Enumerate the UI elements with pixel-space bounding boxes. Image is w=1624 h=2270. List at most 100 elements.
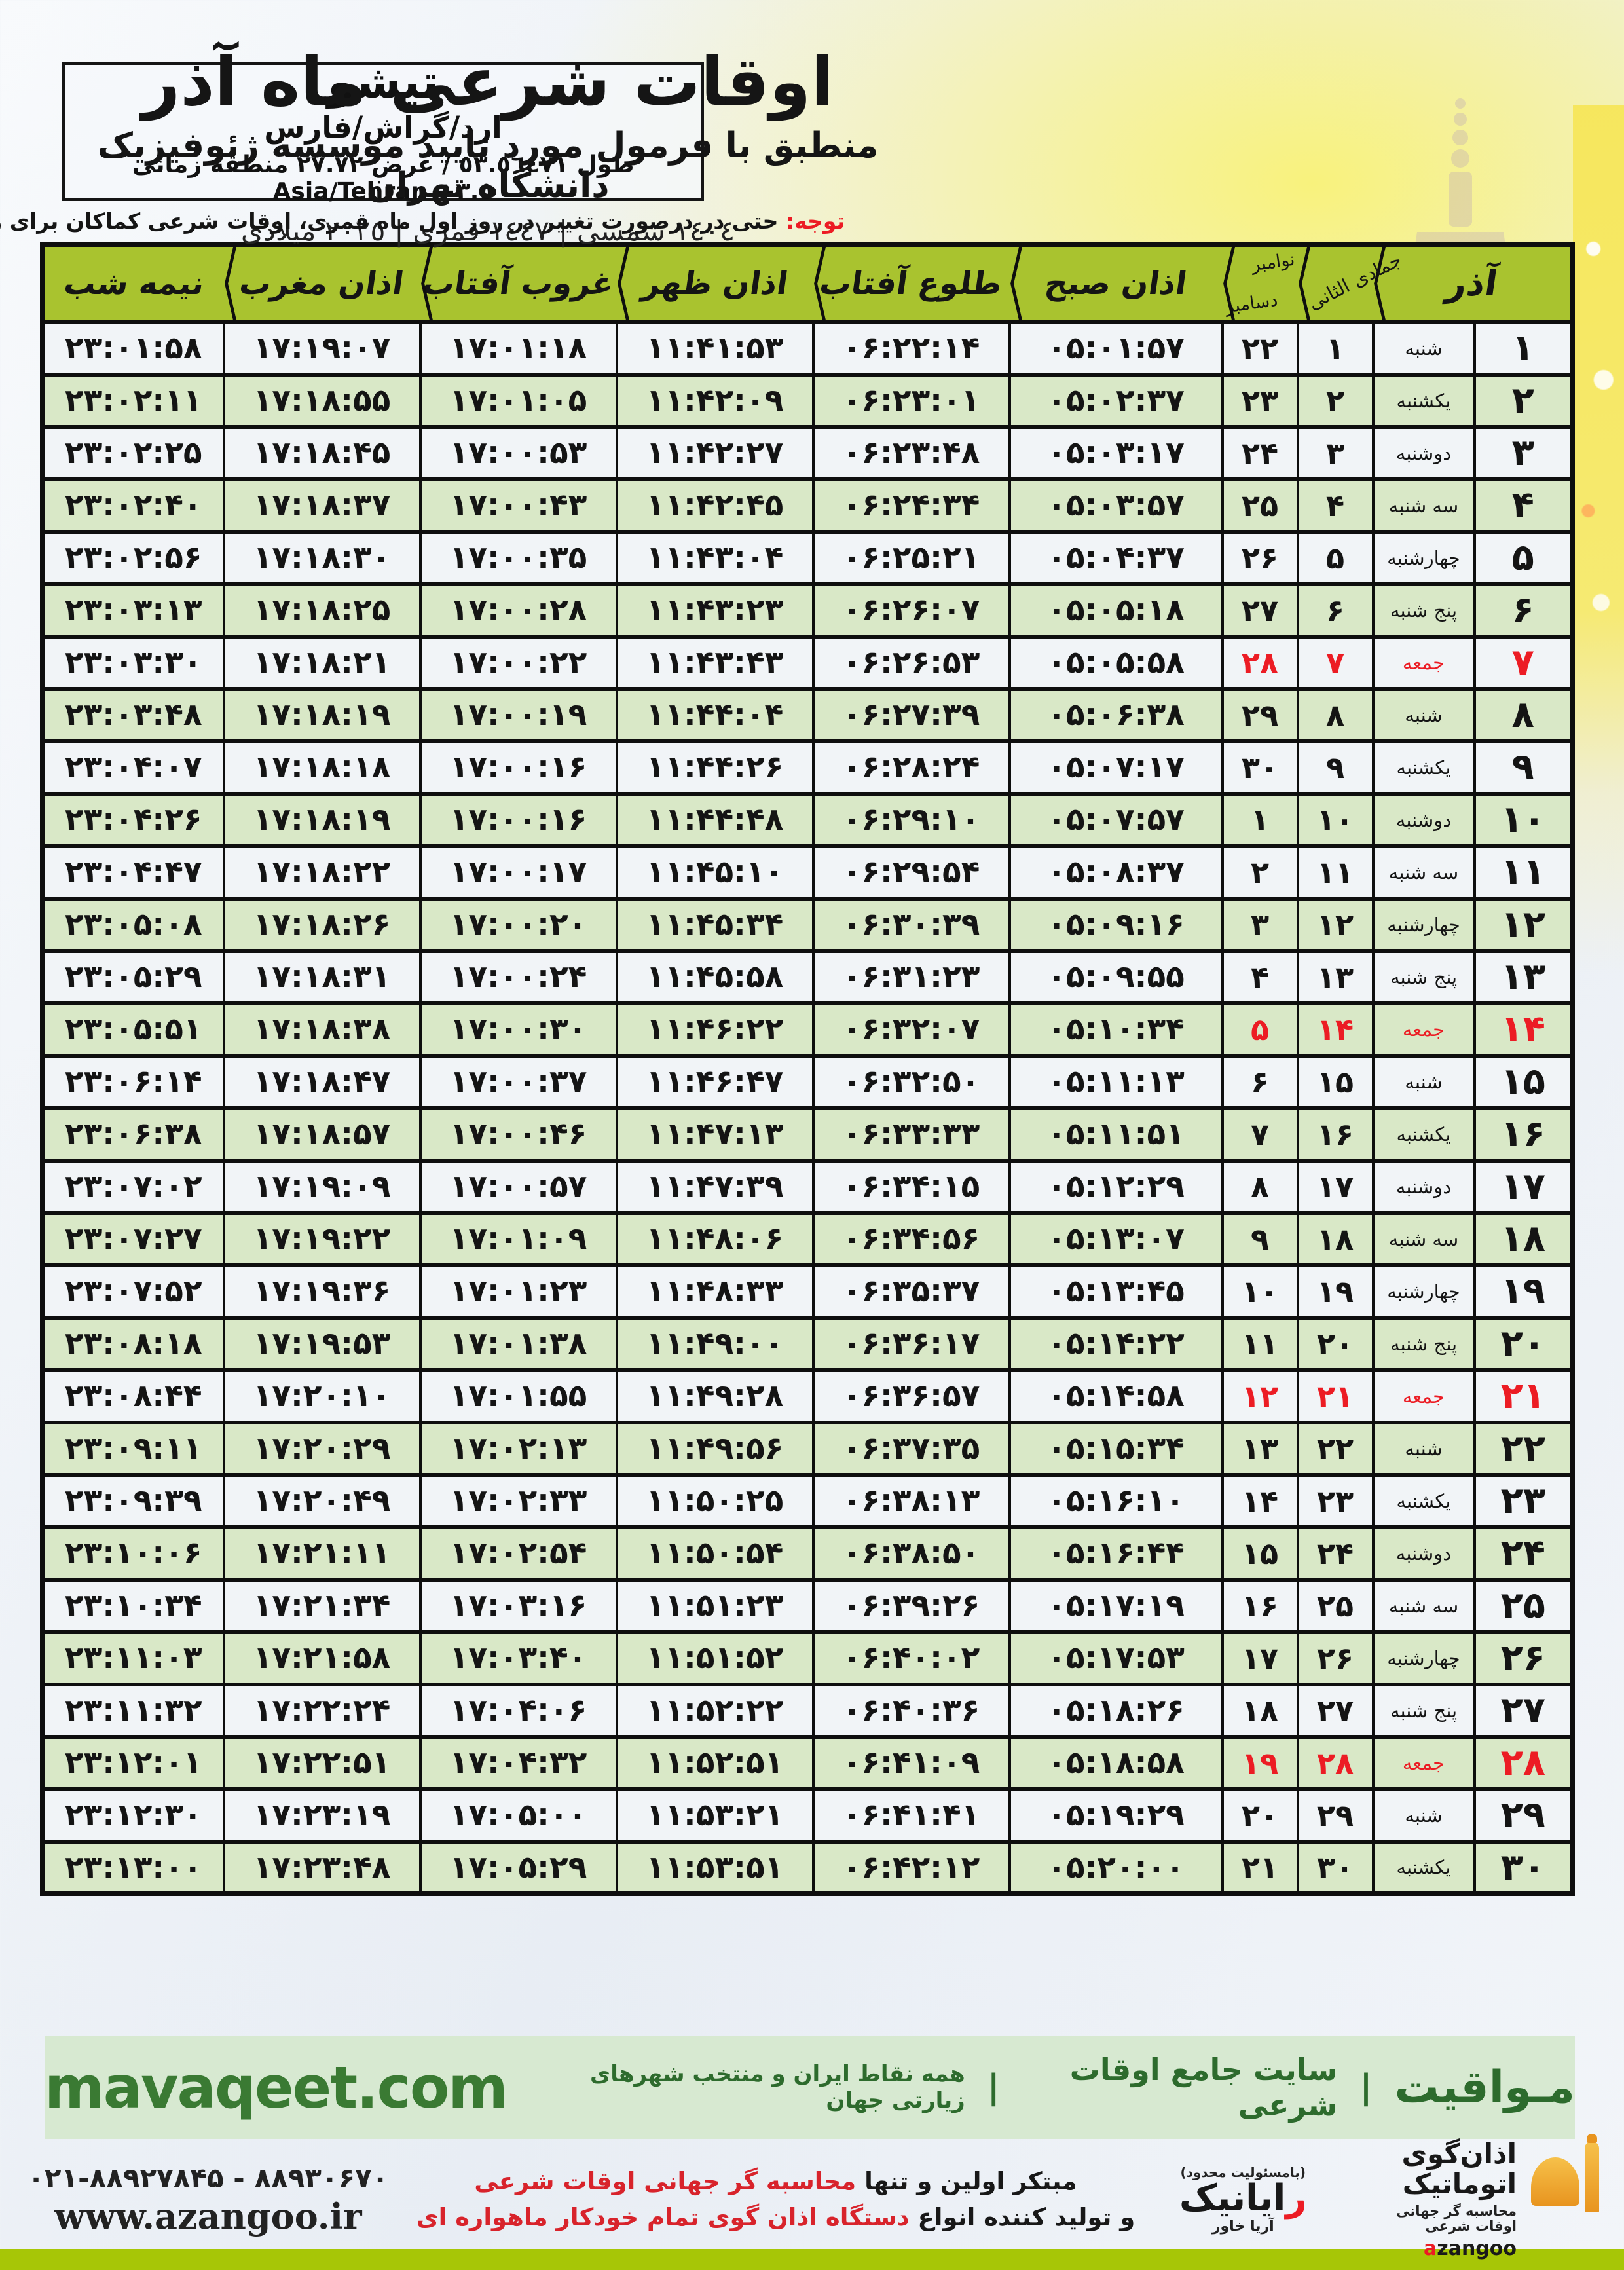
table-row: ۲۲ شنبه ۲۲ ۱۳ ۰۵:۱۵:۳۴ ۰۶:۳۷:۳۵ ۱۱:۴۹:۵۶… [41,1422,1574,1475]
header-dhuhr-adhan: اذان ظهر [616,244,813,322]
lunar-day-cell: ۱۷ [1296,1160,1375,1213]
dhuhr-time-cell: ۱۱:۴۵:۱۰ [615,846,815,899]
notice-line: توجه: حتی در درصورت تغییر در روز اول ماه… [0,208,845,234]
azar-day-cell: ۱ [1473,322,1574,375]
dhuhr-time-cell: ۱۱:۵۱:۲۳ [615,1579,815,1632]
table-row: ۲۵ سه شنبه ۲۵ ۱۶ ۰۵:۱۷:۱۹ ۰۶:۳۹:۲۶ ۱۱:۵۱… [41,1579,1574,1632]
fajr-time-cell: ۰۵:۱۷:۵۳ [1008,1631,1224,1684]
weekday-cell: یکشنبه [1371,1841,1476,1894]
sunrise-time-cell: ۰۶:۳۵:۳۷ [811,1265,1011,1318]
azar-day-cell: ۲ [1473,374,1574,427]
weekday-cell: شنبه [1371,322,1476,375]
rayanik-brand: رایانیک [1179,2176,1307,2220]
maghrib-time-cell: ۱۷:۱۸:۳۸ [222,1003,422,1056]
lunar-day-cell: ۲۳ [1296,1474,1375,1527]
weekday-cell: چهارشنبه [1371,1631,1476,1684]
maghrib-time-cell: ۱۷:۱۸:۱۸ [222,741,422,794]
fajr-time-cell: ۰۵:۰۷:۵۷ [1008,793,1224,846]
gregorian-day-cell: ۱۵ [1221,1527,1299,1580]
weekday-cell: چهارشنبه [1371,1265,1476,1318]
maghrib-time-cell: ۱۷:۲۱:۳۴ [222,1579,422,1632]
midnight-time-cell: ۲۳:۱۲:۳۰ [41,1789,225,1842]
azar-day-cell: ۱۵ [1473,1055,1574,1108]
lunar-day-cell: ۱ [1296,322,1375,375]
location-city: تیشو [327,54,439,109]
sunset-time-cell: ۱۷:۰۰:۳۵ [418,531,618,584]
azar-day-cell: ۱۲ [1473,898,1574,951]
maghrib-time-cell: ۱۷:۱۹:۲۲ [222,1212,422,1265]
dhuhr-time-cell: ۱۱:۵۳:۲۱ [615,1789,815,1842]
gregorian-day-cell: ۶ [1221,1055,1299,1108]
weekday-cell: پنج شنبه [1371,950,1476,1003]
gregorian-day-cell: ۱۷ [1221,1631,1299,1684]
fajr-time-cell: ۰۵:۱۰:۳۴ [1008,1003,1224,1056]
midnight-time-cell: ۲۳:۰۸:۴۴ [41,1369,225,1423]
dhuhr-time-cell: ۱۱:۴۷:۳۹ [615,1160,815,1213]
midnight-time-cell: ۲۳:۰۷:۰۲ [41,1160,225,1213]
weekday-cell: دوشنبه [1371,1527,1476,1580]
lunar-day-cell: ۲۱ [1296,1369,1375,1423]
dhuhr-time-cell: ۱۱:۴۶:۴۷ [615,1055,815,1108]
azar-day-cell: ۲۷ [1473,1684,1574,1737]
weekday-cell: سه شنبه [1371,479,1476,532]
sunset-time-cell: ۱۷:۰۴:۰۶ [418,1684,618,1737]
lunar-day-cell: ۱۸ [1296,1212,1375,1265]
table-row: ۱۲ چهارشنبه ۱۲ ۳ ۰۵:۰۹:۱۶ ۰۶:۳۰:۳۹ ۱۱:۴۵… [41,898,1574,951]
gregorian-day-cell: ۴ [1221,950,1299,1003]
gregorian-day-cell: ۹ [1221,1212,1299,1265]
lunar-day-cell: ۲۷ [1296,1684,1375,1737]
dhuhr-time-cell: ۱۱:۴۷:۱۳ [615,1107,815,1161]
dhuhr-time-cell: ۱۱:۴۳:۴۳ [615,636,815,689]
lunar-day-cell: ۱۶ [1296,1107,1375,1161]
lunar-day-cell: ۶ [1296,584,1375,637]
midnight-time-cell: ۲۳:۰۷:۵۲ [41,1265,225,1318]
lunar-day-cell: ۱۲ [1296,898,1375,951]
sunrise-time-cell: ۰۶:۲۹:۵۴ [811,846,1011,899]
weekday-cell: سه شنبه [1371,846,1476,899]
gregorian-day-cell: ۷ [1221,1107,1299,1161]
fajr-time-cell: ۰۵:۰۳:۵۷ [1008,479,1224,532]
table-row: ۱۸ سه شنبه ۱۸ ۹ ۰۵:۱۳:۰۷ ۰۶:۳۴:۵۶ ۱۱:۴۸:… [41,1212,1574,1265]
sunrise-time-cell: ۰۶:۴۰:۰۲ [811,1631,1011,1684]
azar-day-cell: ۲۶ [1473,1631,1574,1684]
dhuhr-time-cell: ۱۱:۴۶:۲۲ [615,1003,815,1056]
table-row: ۱۳ پنج شنبه ۱۳ ۴ ۰۵:۰۹:۵۵ ۰۶:۳۱:۲۳ ۱۱:۴۵… [41,950,1574,1003]
azar-day-cell: ۲۴ [1473,1527,1574,1580]
maghrib-time-cell: ۱۷:۱۸:۱۹ [222,793,422,846]
header-sunset: غروب آفتاب [420,244,617,322]
dhuhr-time-cell: ۱۱:۴۹:۰۰ [615,1317,815,1370]
gregorian-day-cell: ۸ [1221,1160,1299,1213]
sunset-time-cell: ۱۷:۰۱:۰۵ [418,374,618,427]
gregorian-day-cell: ۲ [1221,846,1299,899]
sunset-time-cell: ۱۷:۰۰:۲۴ [418,950,618,1003]
azar-day-cell: ۲۳ [1473,1474,1574,1527]
table-row: ۱۹ چهارشنبه ۱۹ ۱۰ ۰۵:۱۳:۴۵ ۰۶:۳۵:۳۷ ۱۱:۴… [41,1265,1574,1318]
azangoo-website: www.azangoo.ir [54,2195,362,2237]
bottom-green-strip [0,2249,1624,2270]
sunrise-time-cell: ۰۶:۴۱:۰۹ [811,1736,1011,1789]
midnight-time-cell: ۲۳:۰۴:۲۶ [41,793,225,846]
table-row: ۴ سه شنبه ۴ ۲۵ ۰۵:۰۳:۵۷ ۰۶:۲۴:۳۴ ۱۱:۴۲:۴… [41,479,1574,532]
header-sunrise: طلوع آفتاب [813,244,1010,322]
sunrise-time-cell: ۰۶:۳۱:۲۳ [811,950,1011,1003]
claim-line-1: مبتکر اولین و تنها محاسبه گر جهانی اوقات… [474,2167,1077,2195]
azar-day-cell: ۱۷ [1473,1160,1574,1213]
maghrib-time-cell: ۱۷:۱۹:۰۹ [222,1160,422,1213]
table-row: ۲۶ چهارشنبه ۲۶ ۱۷ ۰۵:۱۷:۵۳ ۰۶:۴۰:۰۲ ۱۱:۵… [41,1631,1574,1684]
azar-day-cell: ۲۰ [1473,1317,1574,1370]
maghrib-time-cell: ۱۷:۲۳:۱۹ [222,1789,422,1842]
midnight-time-cell: ۲۳:۱۰:۰۶ [41,1527,225,1580]
midnight-time-cell: ۲۳:۰۴:۴۷ [41,846,225,899]
midnight-time-cell: ۲۳:۰۲:۴۰ [41,479,225,532]
fajr-time-cell: ۰۵:۱۶:۴۴ [1008,1527,1224,1580]
lunar-day-cell: ۳۰ [1296,1841,1375,1894]
table-row: ۲۱ جمعه ۲۱ ۱۲ ۰۵:۱۴:۵۸ ۰۶:۳۶:۵۷ ۱۱:۴۹:۲۸… [41,1369,1574,1423]
sunset-time-cell: ۱۷:۰۳:۱۶ [418,1579,618,1632]
sunrise-time-cell: ۰۶:۲۷:۳۹ [811,688,1011,741]
lunar-day-cell: ۲۵ [1296,1579,1375,1632]
gregorian-day-cell: ۲۹ [1221,688,1299,741]
sunset-time-cell: ۱۷:۰۵:۲۹ [418,1841,618,1894]
gregorian-day-cell: ۲۵ [1221,479,1299,532]
weekday-cell: پنج شنبه [1371,1684,1476,1737]
midnight-time-cell: ۲۳:۰۲:۵۶ [41,531,225,584]
